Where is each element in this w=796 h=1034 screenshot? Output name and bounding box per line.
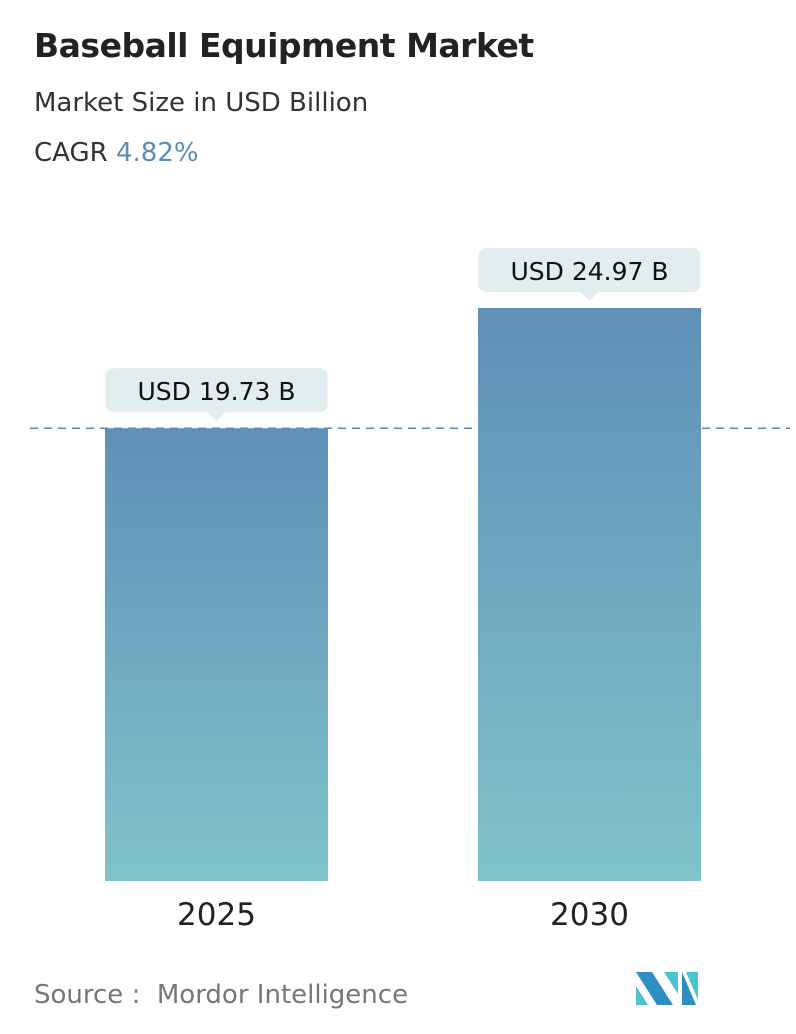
- data-label: USD 24.97 B: [510, 257, 668, 286]
- cagr-value: 4.82%: [115, 138, 199, 168]
- data-label-pointer: [580, 291, 599, 301]
- source-value: Mordor Intelligence: [156, 980, 409, 1010]
- data-label-bg: [478, 247, 701, 292]
- bar-2030: [478, 307, 701, 882]
- data-label-bg: [105, 368, 328, 413]
- chart-title: Baseball Equipment Market: [34, 26, 534, 65]
- data-label: USD 19.73 B: [137, 377, 295, 406]
- chart-subtitle: Market Size in USD Billion: [34, 88, 369, 118]
- x-tick-label: 2025: [177, 897, 256, 933]
- bar-2025: [105, 428, 328, 881]
- cagr-label: CAGR: [34, 138, 108, 168]
- data-label-pointer: [207, 412, 226, 422]
- x-tick-label: 2030: [550, 897, 629, 933]
- source-text: Source : Mordor Intelligence: [34, 980, 408, 1010]
- cagr: CAGR 4.82%: [34, 138, 199, 168]
- source-label: Source :: [34, 980, 141, 1010]
